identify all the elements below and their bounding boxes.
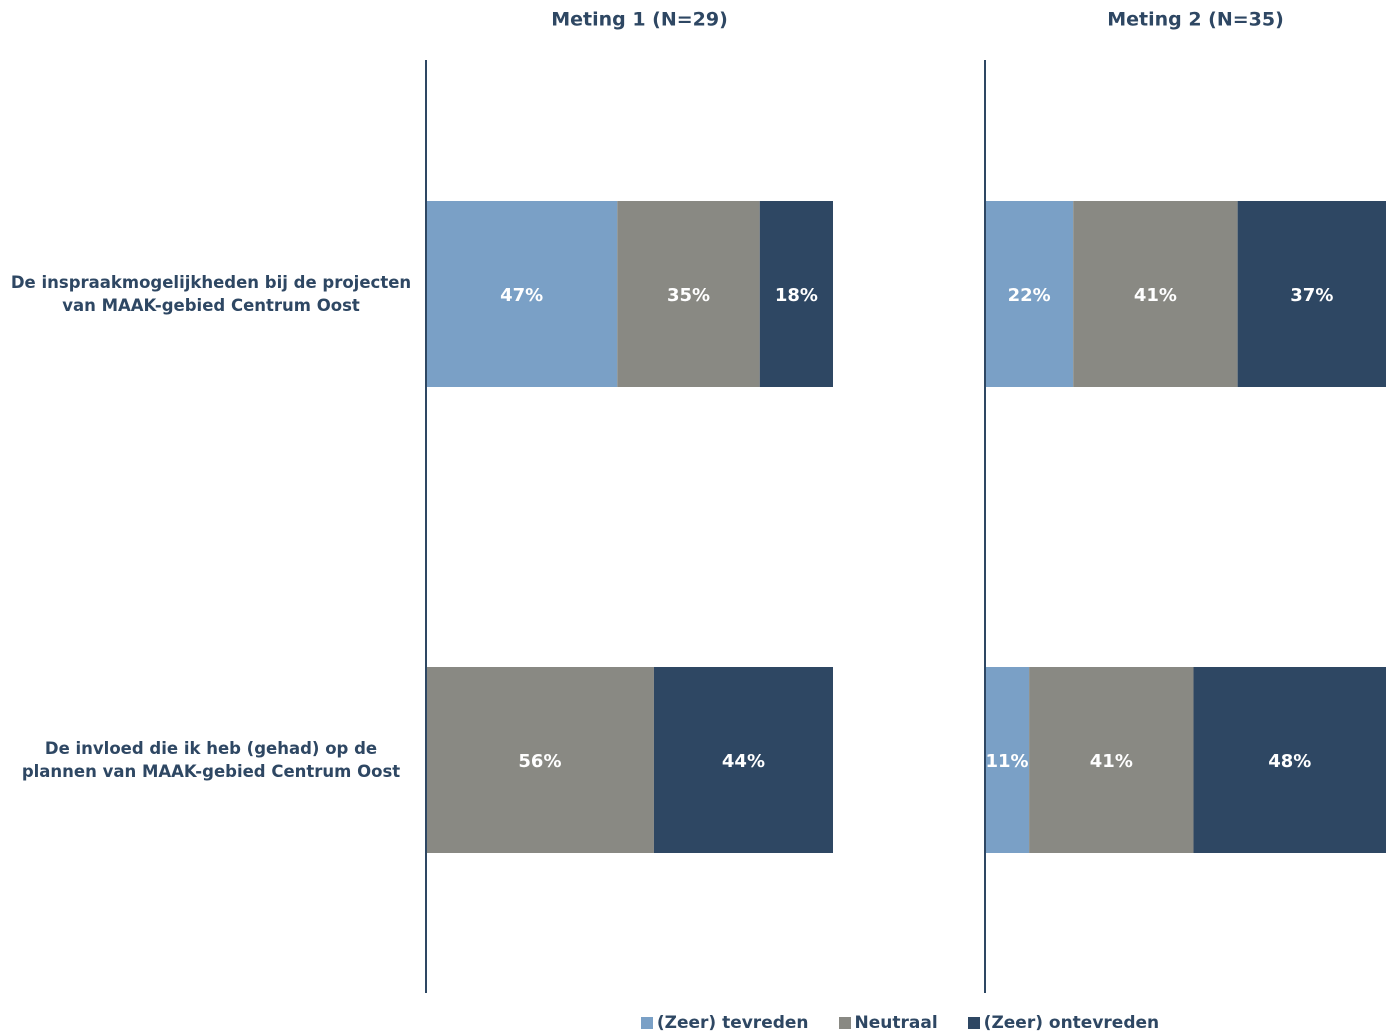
legend-label: (Zeer) ontevreden bbox=[983, 1013, 1160, 1033]
legend-swatch bbox=[640, 1017, 653, 1029]
legend-item: (Zeer) tevreden bbox=[640, 1013, 809, 1033]
bar-segment bbox=[1073, 201, 1238, 387]
legend: (Zeer) tevreden Neutraal (Zeer) ontevreden bbox=[560, 1013, 1240, 1033]
panel-title: Meting 1 (N=29) bbox=[551, 9, 728, 31]
category-label: De invloed die ik heb (gehad) op de plan… bbox=[21, 739, 401, 781]
data-label: 35% bbox=[667, 285, 710, 306]
data-label: 48% bbox=[1268, 751, 1311, 772]
legend-item: (Zeer) ontevreden bbox=[967, 1013, 1160, 1033]
bar-segment bbox=[426, 201, 618, 387]
data-label: 44% bbox=[722, 751, 765, 772]
legend-swatch bbox=[838, 1017, 851, 1029]
bar-segment bbox=[759, 201, 833, 387]
legend-item: Neutraal bbox=[838, 1013, 938, 1033]
category-label: De inspraakmogelijkheden bij de projecte… bbox=[10, 273, 412, 315]
data-label: 37% bbox=[1290, 285, 1333, 306]
bar-segment bbox=[1193, 667, 1386, 853]
data-label: 11% bbox=[986, 751, 1029, 772]
data-label: 18% bbox=[775, 285, 818, 306]
data-label: 41% bbox=[1134, 285, 1177, 306]
bar-segment bbox=[1237, 201, 1386, 387]
bar-segment bbox=[653, 667, 833, 853]
data-label: 47% bbox=[500, 285, 543, 306]
bar-segment bbox=[617, 201, 760, 387]
legend-swatch bbox=[967, 1017, 980, 1029]
legend-label: (Zeer) tevreden bbox=[656, 1013, 809, 1033]
bar-segment bbox=[1029, 667, 1194, 853]
bar-segment bbox=[985, 667, 1030, 853]
legend-label: Neutraal bbox=[854, 1013, 938, 1033]
data-label: 56% bbox=[518, 751, 561, 772]
bar-segment bbox=[985, 201, 1074, 387]
data-label: 22% bbox=[1008, 285, 1051, 306]
data-label: 41% bbox=[1090, 751, 1133, 772]
bar-segment bbox=[426, 667, 654, 853]
panel-title: Meting 2 (N=35) bbox=[1107, 9, 1284, 31]
